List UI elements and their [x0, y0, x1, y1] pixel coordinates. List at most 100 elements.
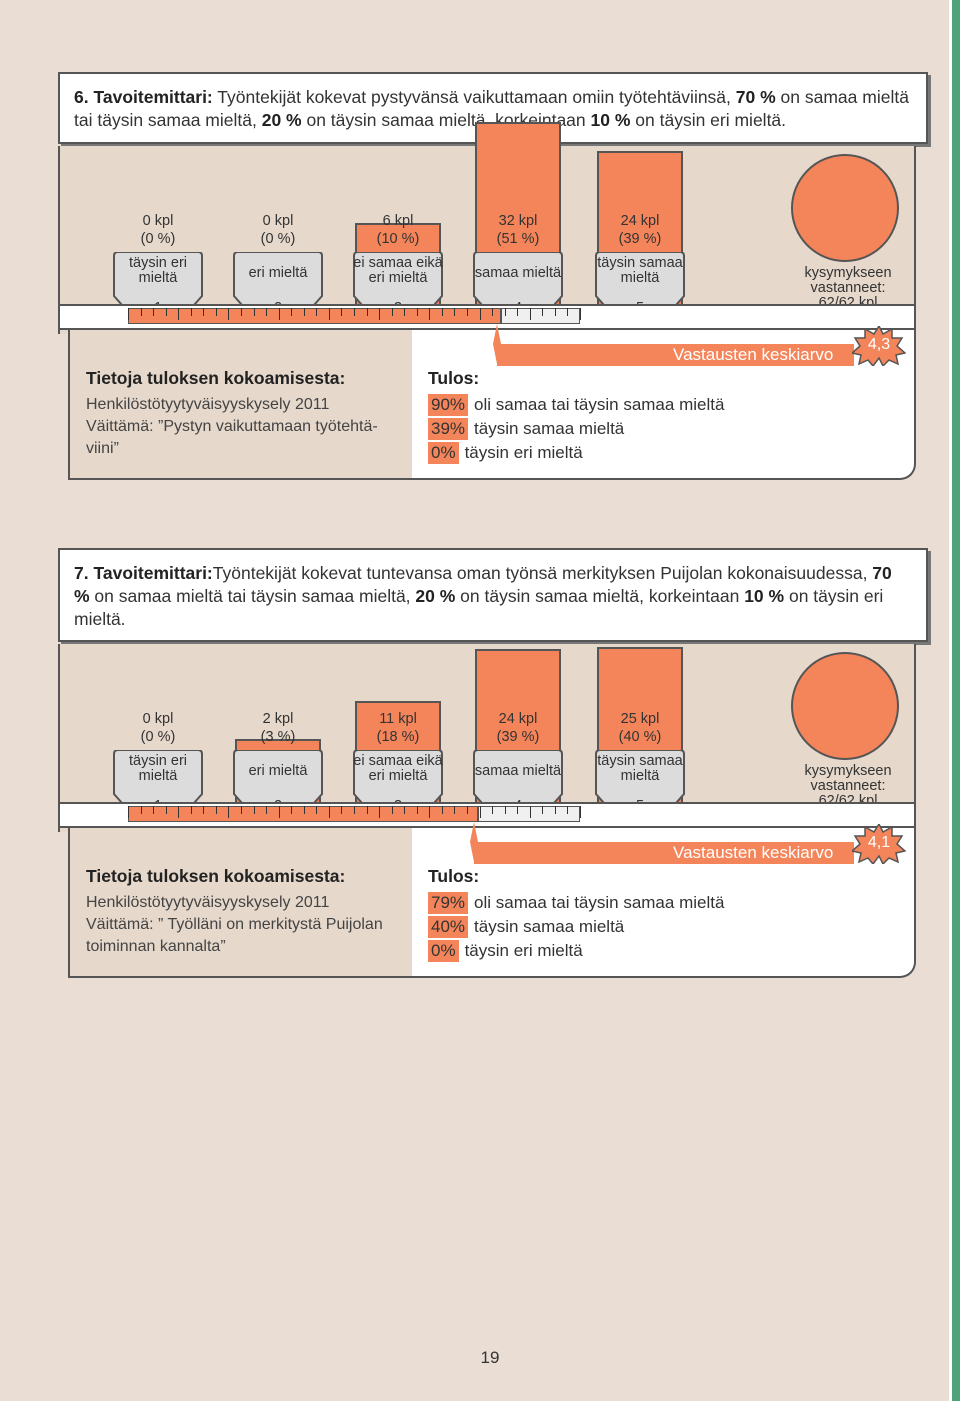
shield-shape	[353, 252, 443, 315]
ruler-tick	[529, 308, 531, 320]
answer-option-label: ei samaa eikä eri mieltä	[353, 255, 443, 286]
ruler-tick	[554, 308, 556, 316]
ruler-tick	[391, 806, 393, 814]
answer-count-kpl: 25 kpl	[620, 711, 660, 727]
average-value: 4,3	[867, 336, 891, 353]
answer-count-kpl: 24 kpl	[620, 213, 660, 229]
answer-option: ei samaa eikä eri mieltä 3	[352, 252, 444, 318]
ruler-tick	[454, 806, 456, 814]
result-percent: 40%	[428, 916, 469, 938]
answer-count: 2 kpl (3 %)	[220, 710, 336, 746]
headline-text: on täysin eri mieltä.	[630, 110, 787, 130]
ruler-tick	[178, 308, 180, 320]
answer-count-kpl: 6 kpl	[382, 213, 414, 229]
average-bar	[493, 324, 854, 366]
respondents-line: kysymykseen	[804, 763, 892, 779]
ruler-tick	[153, 308, 155, 316]
ruler-tick	[542, 308, 544, 316]
star-burst-icon	[850, 324, 907, 368]
result-text: oli samaa tai täysin samaa mieltä	[474, 395, 725, 414]
ruler-tick	[190, 806, 192, 814]
ruler-tick	[529, 806, 531, 818]
ruler-tick	[203, 308, 205, 316]
answer-count-pct: (0 %)	[140, 729, 176, 745]
result-percent: 0%	[428, 940, 459, 962]
ruler-tick	[203, 806, 205, 814]
result-percent: 0%	[428, 442, 459, 464]
target-value: 70 %	[735, 87, 776, 107]
answer-count-kpl: 0 kpl	[142, 711, 174, 727]
ruler-tick	[291, 308, 293, 316]
indicator-block-6: 6. Tavoitemittari: Työntekijät kokevat p…	[58, 72, 928, 532]
ruler-tick	[354, 806, 355, 814]
answer-count-pct: (39 %)	[496, 729, 540, 745]
info-title: Tietoja tuloksen kokoamisesta:	[86, 866, 346, 886]
average-bar	[470, 822, 854, 864]
ruler-tick	[228, 806, 230, 818]
answer-option: täysin samaa mieltä 5	[594, 252, 686, 318]
ruler-tick	[165, 308, 167, 316]
info-title: Tietoja tuloksen kokoamisesta:	[86, 368, 346, 388]
ruler-tick	[278, 308, 280, 320]
answer-count-pct: (10 %)	[376, 231, 420, 247]
ruler-tick	[303, 806, 305, 814]
ruler-tick	[366, 308, 368, 316]
ruler-tick	[391, 308, 393, 316]
answer-count: 11 kpl (18 %)	[340, 710, 456, 746]
result-text: täysin eri mieltä	[464, 941, 583, 960]
result-text: oli samaa tai täysin samaa mieltä	[474, 893, 725, 912]
shield-shape	[353, 750, 443, 813]
page-edge-stripe-light	[949, 0, 952, 1401]
answer-count-kpl: 0 kpl	[142, 213, 174, 229]
headline-text: on täysin eri mieltä.	[74, 586, 884, 629]
ruler-tick	[429, 806, 431, 818]
info-line: toiminnan kannalta”	[86, 938, 226, 955]
average-ruler-fill	[128, 308, 501, 324]
ruler-tick	[492, 806, 494, 814]
ruler-tick	[441, 806, 443, 814]
ruler-tick	[379, 308, 381, 320]
answer-option: samaa mieltä 4	[472, 252, 564, 318]
answer-count-pct: (18 %)	[376, 729, 420, 745]
result-line: 90% oli samaa tai täysin samaa mieltä	[428, 394, 724, 416]
ruler-tick	[341, 806, 343, 814]
average-ruler-rest	[501, 308, 580, 324]
ruler-tick	[215, 806, 217, 814]
shield-shape	[595, 252, 685, 315]
target-value: 10 %	[590, 110, 631, 130]
ruler-tick	[467, 806, 468, 814]
answer-count-kpl: 0 kpl	[262, 213, 294, 229]
indicator-label: Tavoitemittari:	[93, 563, 213, 583]
answer-count-kpl: 32 kpl	[498, 213, 538, 229]
page-number: 19	[480, 1348, 500, 1367]
ruler-tick	[291, 806, 293, 814]
answer-count-pct: (51 %)	[496, 231, 540, 247]
respondents-line: vastanneet:	[810, 280, 886, 296]
result-percent: 90%	[428, 394, 469, 416]
result-line: 40% täysin samaa mieltä	[428, 916, 624, 938]
ruler-tick	[567, 308, 569, 316]
answer-count-kpl: 11 kpl	[379, 711, 417, 727]
ruler-tick	[241, 308, 242, 316]
star-burst-icon	[850, 822, 907, 866]
ruler-tick	[416, 308, 418, 316]
ruler-tick	[316, 308, 318, 316]
ruler-tick	[341, 308, 343, 316]
answer-option-label: eri mieltä	[248, 265, 308, 281]
answer-count: 0 kpl (0 %)	[100, 212, 216, 248]
result-line: 39% täysin samaa mieltä	[428, 418, 624, 440]
average-star: 4,3	[850, 324, 907, 368]
answer-count-pct: (40 %)	[618, 729, 662, 745]
answer-option-label: eri mieltä	[248, 763, 308, 779]
ruler-tick	[241, 806, 242, 814]
average-pointer	[470, 822, 478, 862]
ruler-tick	[140, 308, 142, 316]
answer-count: 0 kpl (0 %)	[220, 212, 336, 248]
result-percent: 39%	[428, 418, 469, 440]
headline-text: on samaa mieltä tai täysin samaa mieltä,	[89, 586, 416, 606]
answer-count: 24 kpl (39 %)	[460, 710, 576, 746]
target-value: 20 %	[261, 110, 302, 130]
info-left-panel: Tietoja tuloksen kokoamisesta: Henkilöstö…	[70, 828, 412, 976]
headline-text: Työntekijät kokevat tuntevansa oman työn…	[212, 563, 873, 583]
ruler-tick	[278, 806, 280, 818]
